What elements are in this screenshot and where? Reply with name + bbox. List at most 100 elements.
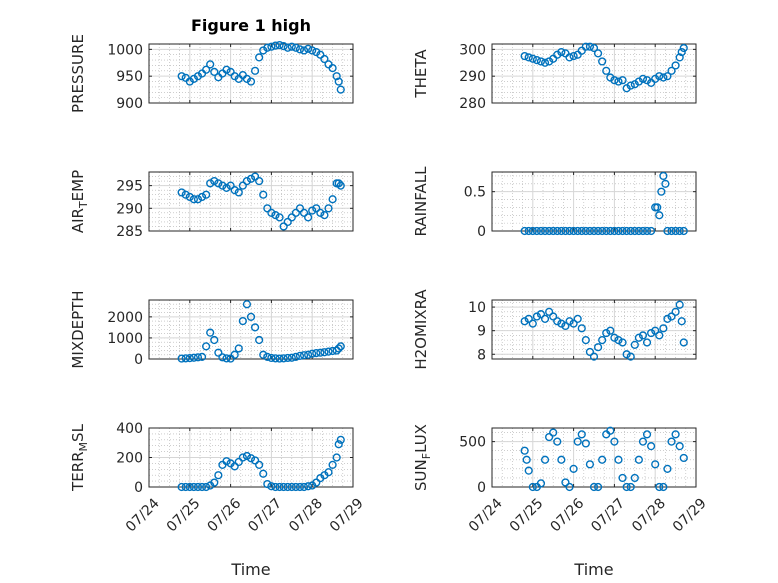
plot-terr-msl: 07/24 07/25 07/26 07/27 07/28 07/29 0 200 400 TER…: [69, 421, 367, 535]
data-point: [565, 53, 574, 62]
data-point: [206, 179, 215, 188]
data-point: [214, 73, 223, 82]
data-point: [177, 72, 186, 81]
data-point: [585, 347, 595, 357]
data-point: [320, 211, 329, 220]
data-point: [230, 186, 239, 195]
data-point: [242, 300, 252, 309]
data-point: [622, 226, 631, 236]
data-point: [193, 353, 203, 362]
y-tick-label: 290: [116, 201, 143, 217]
x-tick-label: 07/29: [327, 495, 367, 535]
data-point: [647, 442, 656, 451]
data-point: [202, 482, 211, 492]
x-tick-label: 07/26: [205, 495, 245, 535]
data-point: [671, 61, 680, 70]
data-point: [581, 439, 590, 448]
data-point: [259, 190, 268, 199]
data-point: [610, 437, 619, 446]
data-point: [679, 43, 688, 53]
data-point: [283, 353, 292, 363]
data-point: [545, 307, 554, 316]
data-point: [585, 460, 595, 469]
y-tick-label: 900: [116, 96, 143, 112]
data-point: [553, 317, 562, 326]
data-point: [193, 195, 203, 204]
data-point: [553, 226, 562, 236]
data-point: [606, 226, 615, 236]
data-point: [602, 226, 611, 236]
data-point: [328, 460, 337, 469]
data-point: [181, 73, 190, 82]
data-point: [267, 208, 276, 217]
y-axis-label-theta: THETA: [412, 49, 430, 99]
data-point: [589, 226, 599, 236]
data-point: [577, 226, 586, 236]
data-point: [197, 482, 207, 492]
data-point: [593, 482, 603, 492]
data-point: [573, 50, 582, 59]
data-point: [279, 482, 288, 492]
data-point: [271, 482, 280, 492]
data-point: [642, 226, 652, 236]
data-point: [630, 340, 639, 349]
y-axis-label-sun-flux: SUNFLUX: [412, 424, 433, 491]
data-point: [287, 42, 296, 51]
y-axis-label-rainfall: RAINFALL: [412, 166, 430, 237]
data-point: [181, 354, 190, 363]
data-point: [279, 354, 288, 363]
data-point: [263, 352, 272, 361]
data-point: [299, 351, 309, 360]
y-axis-label-h2omixra: H2OMIXRA: [412, 289, 430, 370]
plot-air-temp: 285 290 295 AIRTEMP: [69, 170, 354, 240]
y-tick-label: 300: [459, 42, 486, 58]
data-point: [581, 226, 590, 236]
data-point: [614, 226, 623, 236]
data-point: [540, 314, 550, 323]
data-point: [549, 226, 558, 236]
data-point: [271, 211, 280, 220]
data-point: [667, 66, 676, 75]
y-axis-label-mixdepth: MIXDEPTH: [69, 290, 87, 368]
data-point: [295, 482, 305, 492]
data-point: [238, 181, 247, 190]
y-tick-label: 280: [459, 96, 486, 112]
data-point: [536, 57, 546, 66]
data-point: [677, 47, 686, 57]
data-point: [557, 319, 566, 328]
data-point: [577, 324, 586, 333]
data-point: [557, 226, 566, 236]
data-point: [549, 312, 558, 321]
data-point: [185, 192, 194, 202]
data-point: [565, 317, 574, 326]
data-point: [622, 350, 631, 359]
data-point: [299, 208, 309, 217]
data-point: [267, 482, 276, 491]
data-point: [565, 482, 574, 492]
data-point: [593, 49, 603, 58]
data-point: [250, 172, 260, 181]
data-point: [263, 479, 272, 489]
data-point: [657, 187, 666, 196]
data-point: [561, 478, 570, 487]
data-point: [661, 179, 670, 188]
data-point: [561, 321, 570, 331]
data-point: [230, 462, 239, 471]
data-point: [279, 42, 288, 51]
data-point: [540, 455, 550, 464]
data-point: [573, 314, 582, 323]
data-point: [189, 353, 198, 362]
y-tick-label: 0: [477, 480, 486, 496]
data-point: [218, 353, 227, 362]
data-point: [263, 204, 272, 213]
data-point: [565, 226, 574, 236]
data-point: [626, 352, 635, 361]
data-point: [659, 324, 668, 333]
data-point: [524, 466, 533, 475]
data-point: [304, 213, 313, 222]
data-point: [589, 352, 599, 361]
data-point: [336, 342, 345, 351]
data-point: [202, 65, 211, 74]
data-point: [336, 85, 345, 94]
data-point: [659, 73, 668, 82]
